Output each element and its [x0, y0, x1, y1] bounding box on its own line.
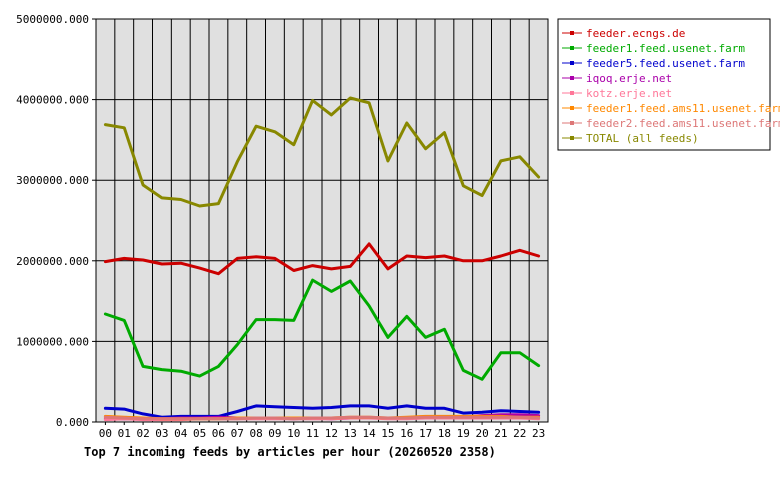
x-tick-label: 00	[99, 427, 112, 440]
legend-label: TOTAL (all feeds)	[586, 132, 699, 145]
y-tick-label: 4000000.000	[16, 94, 89, 107]
x-tick-label: 06	[212, 427, 225, 440]
legend-label: feeder.ecngs.de	[586, 27, 685, 40]
x-tick-label: 23	[532, 427, 545, 440]
x-tick-label: 04	[174, 427, 188, 440]
x-tick-label: 08	[249, 427, 262, 440]
legend-marker	[570, 136, 574, 140]
legend-marker	[570, 91, 574, 95]
x-tick-label: 19	[457, 427, 470, 440]
x-tick-label: 03	[155, 427, 168, 440]
x-tick-label: 18	[438, 427, 451, 440]
series-line	[103, 404, 541, 419]
plot-frame	[95, 18, 549, 423]
legend-label: feeder5.feed.usenet.farm	[586, 57, 745, 70]
x-tick-label: 12	[325, 427, 338, 440]
legend-label: kotz.erje.net	[586, 87, 672, 100]
y-tick-label: 3000000.000	[16, 174, 89, 187]
legend-marker	[570, 46, 574, 50]
y-tick-label: 2000000.000	[16, 255, 89, 268]
x-tick-label: 05	[193, 427, 206, 440]
x-tick-label: 21	[494, 427, 507, 440]
legend-marker	[570, 121, 574, 125]
x-tick-label: 14	[362, 427, 376, 440]
x-tick-label: 10	[287, 427, 300, 440]
y-tick-label: 1000000.000	[16, 335, 89, 348]
x-tick-label: 11	[306, 427, 319, 440]
series-line	[103, 415, 541, 421]
series-line	[103, 278, 541, 381]
x-tick-label: 07	[231, 427, 244, 440]
x-tick-label: 01	[118, 427, 131, 440]
legend-marker	[570, 61, 574, 65]
series-line	[103, 242, 541, 276]
x-tick-label: 13	[344, 427, 357, 440]
series-lines	[103, 96, 541, 422]
legend-label: feeder1.feed.usenet.farm	[586, 42, 745, 55]
legend-label: iqoq.erje.net	[586, 72, 672, 85]
legend-marker	[570, 76, 574, 80]
grid	[96, 19, 548, 422]
x-tick-label: 16	[400, 427, 413, 440]
x-tick-label: 02	[136, 427, 149, 440]
legend-label: feeder1.feed.ams11.usenet.farm	[586, 102, 780, 115]
chart-title: Top 7 incoming feeds by articles per hou…	[84, 445, 496, 459]
x-tick-label: 22	[513, 427, 526, 440]
x-axis-ticks: 00 01 02 03 04 05 06 07 08 09 10 11 12 13 14 15 16 17 18 19…	[99, 422, 545, 440]
legend: feeder.ecngs.de feeder1.feed.usenet.farm f…	[557, 18, 780, 151]
x-tick-label: 09	[268, 427, 281, 440]
x-tick-label: 20	[475, 427, 488, 440]
y-tick-label: 5000000.000	[16, 13, 89, 26]
y-axis-ticks: 0.000 1000000.000 2000000.000 3000000.000 40…	[16, 13, 96, 429]
y-tick-label: 0.000	[56, 416, 89, 429]
legend-label: feeder2.feed.ams11.usenet.farm	[586, 117, 780, 130]
legend-marker	[570, 31, 574, 35]
series-line	[103, 96, 541, 208]
legend-box	[557, 18, 771, 151]
x-tick-label: 17	[419, 427, 432, 440]
x-tick-label: 15	[381, 427, 394, 440]
legend-marker	[570, 106, 574, 110]
